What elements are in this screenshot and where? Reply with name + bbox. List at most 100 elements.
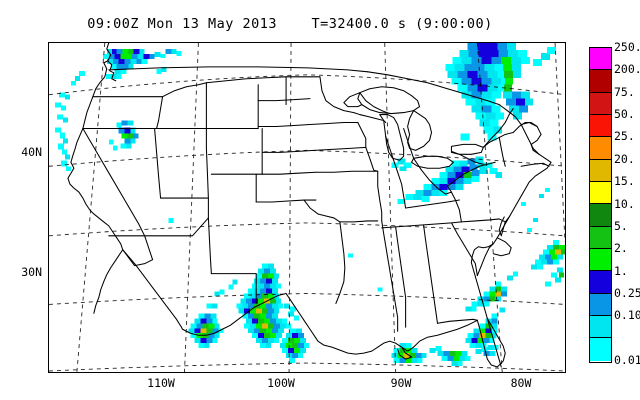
- lake-superior-west-arm: [343, 92, 363, 108]
- precip-atlantic-offshore: [465, 239, 565, 312]
- map-plot-area: [48, 42, 566, 373]
- lon-tick-100w: 100W: [267, 376, 295, 390]
- coastline-puget-sound: [107, 60, 117, 82]
- state-sd-ne: [257, 123, 311, 128]
- colorbar-band-200: [590, 70, 611, 93]
- colorbar-band-20: [590, 159, 611, 183]
- state-wi-il: [359, 114, 387, 124]
- state-ia-mo: [313, 146, 367, 151]
- coastline-gulf: [285, 292, 478, 355]
- state-ia-il: [357, 121, 367, 148]
- colorbar-band-75: [590, 92, 611, 116]
- colorbar-tick-010: 0.10: [614, 308, 640, 323]
- state-ar-la: [339, 220, 379, 223]
- precip-central-texas: [228, 263, 300, 349]
- colorbar-band-10: [590, 204, 611, 227]
- colorbar-tick-2: 2.: [614, 241, 628, 256]
- state-nv-ut: [154, 127, 162, 199]
- state-al-ga: [423, 224, 439, 324]
- state-tx-la: [335, 221, 346, 304]
- coastline-mississippi-delta: [397, 346, 413, 360]
- state-va-wv-md: [446, 185, 462, 223]
- colorbar-tick-20: 20.: [614, 151, 635, 166]
- coastline-new-england: [520, 121, 542, 155]
- coastline-florida: [476, 317, 506, 368]
- lon-tick-110w: 110W: [147, 376, 175, 390]
- precip-florida-georgia: [465, 307, 506, 349]
- precip-great-basin: [108, 120, 139, 151]
- coastline-pacific: [67, 43, 124, 314]
- lake-erie: [411, 155, 454, 169]
- border-quebec-ny: [482, 108, 514, 148]
- state-ny-pa-north: [450, 151, 484, 165]
- border-canada-west: [108, 66, 369, 73]
- coastline-atlantic: [470, 104, 552, 368]
- state-pa-ny: [446, 161, 496, 187]
- colorbar-band-025: [590, 293, 611, 317]
- gridline-lat-30: [49, 293, 565, 305]
- lake-superior: [357, 86, 421, 115]
- precip-field: [54, 43, 565, 367]
- precip-quebec-ontario: [445, 43, 557, 141]
- colorbar-tick-025: 0.25: [614, 285, 640, 300]
- precip-pnw: [102, 48, 182, 79]
- state-mn-ia: [309, 121, 359, 126]
- state-mo-ar: [315, 170, 379, 173]
- state-vt-nh: [498, 136, 506, 167]
- border-rio-grande: [180, 292, 287, 336]
- colorbar-band-50: [590, 115, 611, 138]
- colorbar-band-5: [590, 226, 611, 250]
- state-canada-east: [367, 71, 500, 106]
- lake-michigan: [379, 114, 405, 161]
- state-nd-sd-line: [257, 98, 311, 102]
- state-ga-fl: [436, 318, 478, 324]
- state-ne-ks: [261, 149, 315, 153]
- gridline-lon-70: [554, 43, 565, 242]
- state-ca-az-line: [144, 217, 209, 237]
- colorbar-tick-bottom: 0.01: [614, 353, 640, 367]
- colorbar-tick-75: 75.: [614, 84, 635, 99]
- state-sc-nc: [476, 243, 494, 277]
- state-nm-tx: [210, 273, 257, 304]
- colorbar: [589, 47, 612, 363]
- lat-tick-40n: 40N: [21, 145, 42, 159]
- gridline-lat-45: [49, 74, 565, 96]
- coastline-outer-banks: [492, 237, 512, 257]
- state-az-nm: [207, 197, 212, 275]
- gridline-lon-90: [384, 43, 397, 372]
- colorbar-band-1: [590, 271, 611, 294]
- lon-tick-90w: 90W: [390, 376, 412, 390]
- colorbar-tick-15: 15.: [614, 174, 635, 189]
- state-maine-border: [512, 121, 538, 133]
- state-ky-tn: [405, 199, 460, 209]
- precip-west-texas: [188, 289, 225, 349]
- state-ut-co: [205, 127, 209, 199]
- state-mi-up: [359, 92, 391, 115]
- coastline-baja-east: [122, 249, 183, 328]
- state-nc-va: [460, 218, 506, 223]
- precip-nw-coast: [54, 70, 85, 172]
- colorbar-tick-200: 200.: [614, 62, 640, 77]
- colorbar-band-25: [590, 137, 611, 160]
- colorbar-band-001: [590, 338, 611, 361]
- state-ks-ok: [261, 171, 317, 175]
- state-tx-ok-red-river: [303, 199, 341, 223]
- lon-tick-80w: 80W: [510, 376, 532, 390]
- coastline-long-island: [520, 162, 550, 167]
- colorbar-band-010: [590, 316, 611, 339]
- colorbar-band-2: [590, 249, 611, 272]
- colorbar-tick-250: 250.: [614, 40, 640, 54]
- colorbar-tick-5: 5.: [614, 218, 628, 233]
- colorbar-tick-50: 50.: [614, 107, 635, 122]
- state-tn-ms-al: [381, 221, 462, 229]
- colorbar-band-250: [590, 48, 611, 71]
- state-ca-east: [82, 127, 146, 237]
- colorbar-tick-25: 25.: [614, 129, 635, 144]
- state-ca-az-south: [122, 235, 154, 267]
- figure-title: 09:00Z Mon 13 May 2013 T=32400.0 s (9:00…: [87, 16, 493, 32]
- state-la-ms: [381, 220, 399, 332]
- lat-tick-30n: 30N: [21, 265, 42, 279]
- state-mo-il: [365, 146, 379, 172]
- gridline-lat-35: [49, 222, 565, 237]
